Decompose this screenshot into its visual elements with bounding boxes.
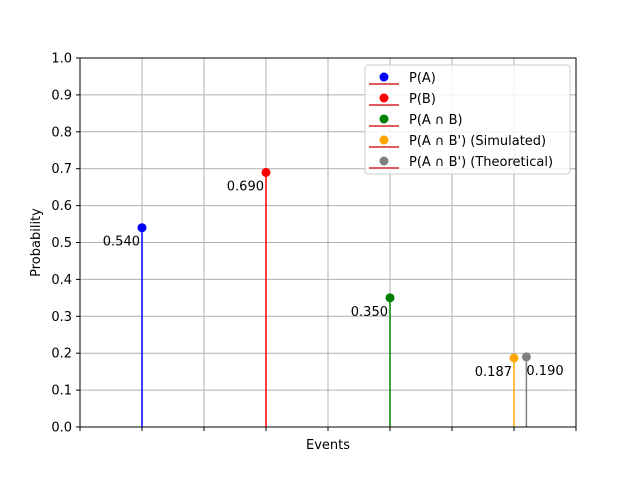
data-label: 0.540 xyxy=(103,235,140,250)
y-tick-label: 0.5 xyxy=(51,236,72,251)
legend: P(A) P(B) P(A ∩ B) P(A ∩ B') (Simulated) P(A… xyxy=(364,64,571,175)
legend-marker xyxy=(379,156,389,166)
y-tick-label: 0.2 xyxy=(51,347,72,362)
y-tick-label: 0.1 xyxy=(51,384,72,399)
y-tick-label: 0.6 xyxy=(51,199,72,214)
legend-label: P(B) xyxy=(409,92,436,107)
y-axis-label: Probability xyxy=(29,208,44,277)
legend-marker xyxy=(379,135,389,145)
legend-marker xyxy=(379,72,389,82)
stem-marker xyxy=(261,167,271,177)
x-axis-label: Events xyxy=(306,438,350,453)
y-tick-label: 0.3 xyxy=(51,310,72,325)
y-tick-label: 1.0 xyxy=(51,52,72,67)
stem-marker xyxy=(137,223,147,233)
data-label: 0.350 xyxy=(351,305,388,320)
data-label: 0.190 xyxy=(526,364,563,379)
legend-marker xyxy=(379,93,389,103)
y-tick-label: 0.9 xyxy=(51,88,72,103)
legend-box xyxy=(364,64,571,175)
legend-label: P(A ∩ B') (Theoretical) xyxy=(409,155,553,170)
y-tick-label: 0.7 xyxy=(51,162,72,177)
y-axis: 0.0 0.1 0.2 0.3 0.4 0.5 0.6 0.7 0.8 0.9 1.0 xyxy=(51,52,80,436)
legend-marker xyxy=(379,114,389,124)
x-axis xyxy=(79,427,577,431)
y-tick-label: 0.8 xyxy=(51,125,72,140)
data-label: 0.690 xyxy=(227,179,264,194)
data-label: 0.187 xyxy=(475,365,512,380)
legend-label: P(A ∩ B) xyxy=(409,113,463,128)
y-tick-label: 0.4 xyxy=(51,273,72,288)
legend-label: P(A ∩ B') (Simulated) xyxy=(409,134,546,149)
stem-marker xyxy=(521,352,531,362)
stem-marker xyxy=(385,293,395,303)
stem-marker xyxy=(509,353,519,363)
legend-label: P(A) xyxy=(409,71,436,86)
y-tick-label: 0.0 xyxy=(51,421,72,436)
plot-area: 0.540 0.690 0.350 0.187 0.190 xyxy=(103,167,564,427)
